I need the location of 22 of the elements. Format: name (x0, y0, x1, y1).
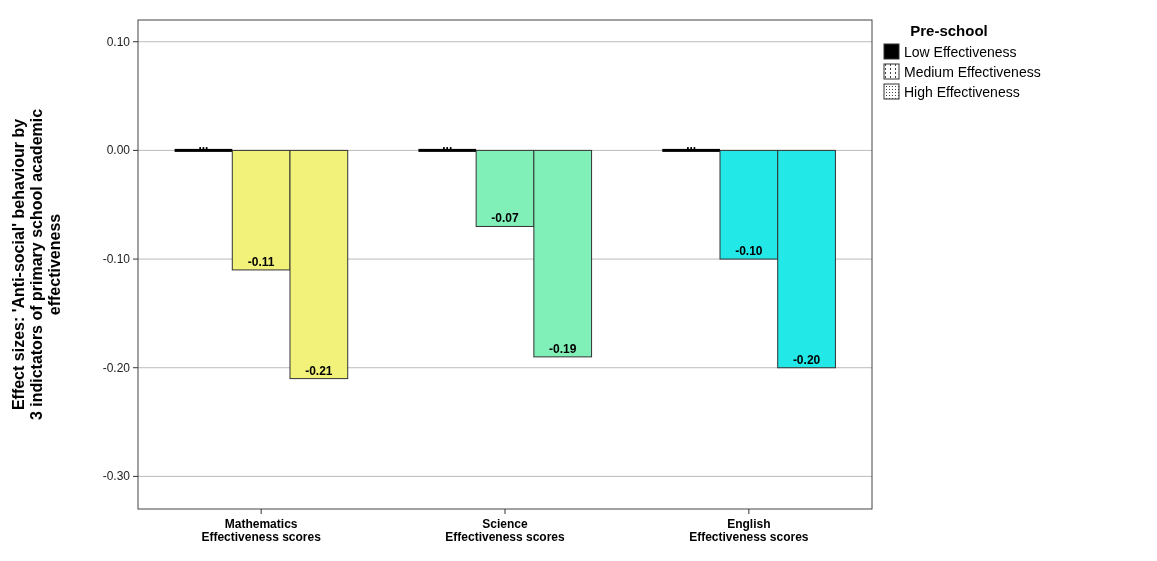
x-tick-label: Mathematics Effectiveness scores (201, 517, 322, 544)
y-tick-label: -0.30 (102, 469, 131, 484)
data-label: -0.10 (735, 244, 763, 259)
text: High Effectiveness (904, 84, 1020, 100)
data-label: ... (442, 138, 453, 153)
data-label: ... (686, 138, 697, 153)
y-tick-label: 0.10 (106, 34, 131, 49)
x-tick-label: English Effectiveness scores (689, 517, 809, 544)
y-tick-label: 0.00 (106, 143, 131, 158)
y-axis-title: Effect sizes: 'Anti-social' behaviour by 3 indictators of primary school academic effectiveness (10, 108, 63, 421)
data-label: -0.11 (247, 254, 275, 269)
data-label: -0.19 (549, 341, 577, 356)
x-tick-label: Science Effectiveness scores (445, 517, 566, 544)
legend-title: Pre-school (910, 22, 988, 39)
y-tick-label: -0.20 (102, 360, 131, 375)
text: Medium Effectiveness (904, 64, 1041, 80)
data-label: -0.20 (792, 352, 821, 367)
data-label: -0.21 (305, 363, 333, 378)
y-tick-label: -0.10 (102, 252, 131, 267)
data-label: ... (198, 138, 209, 153)
legend-label: Low Effectiveness (904, 44, 1017, 60)
data-label: -0.07 (491, 211, 519, 226)
